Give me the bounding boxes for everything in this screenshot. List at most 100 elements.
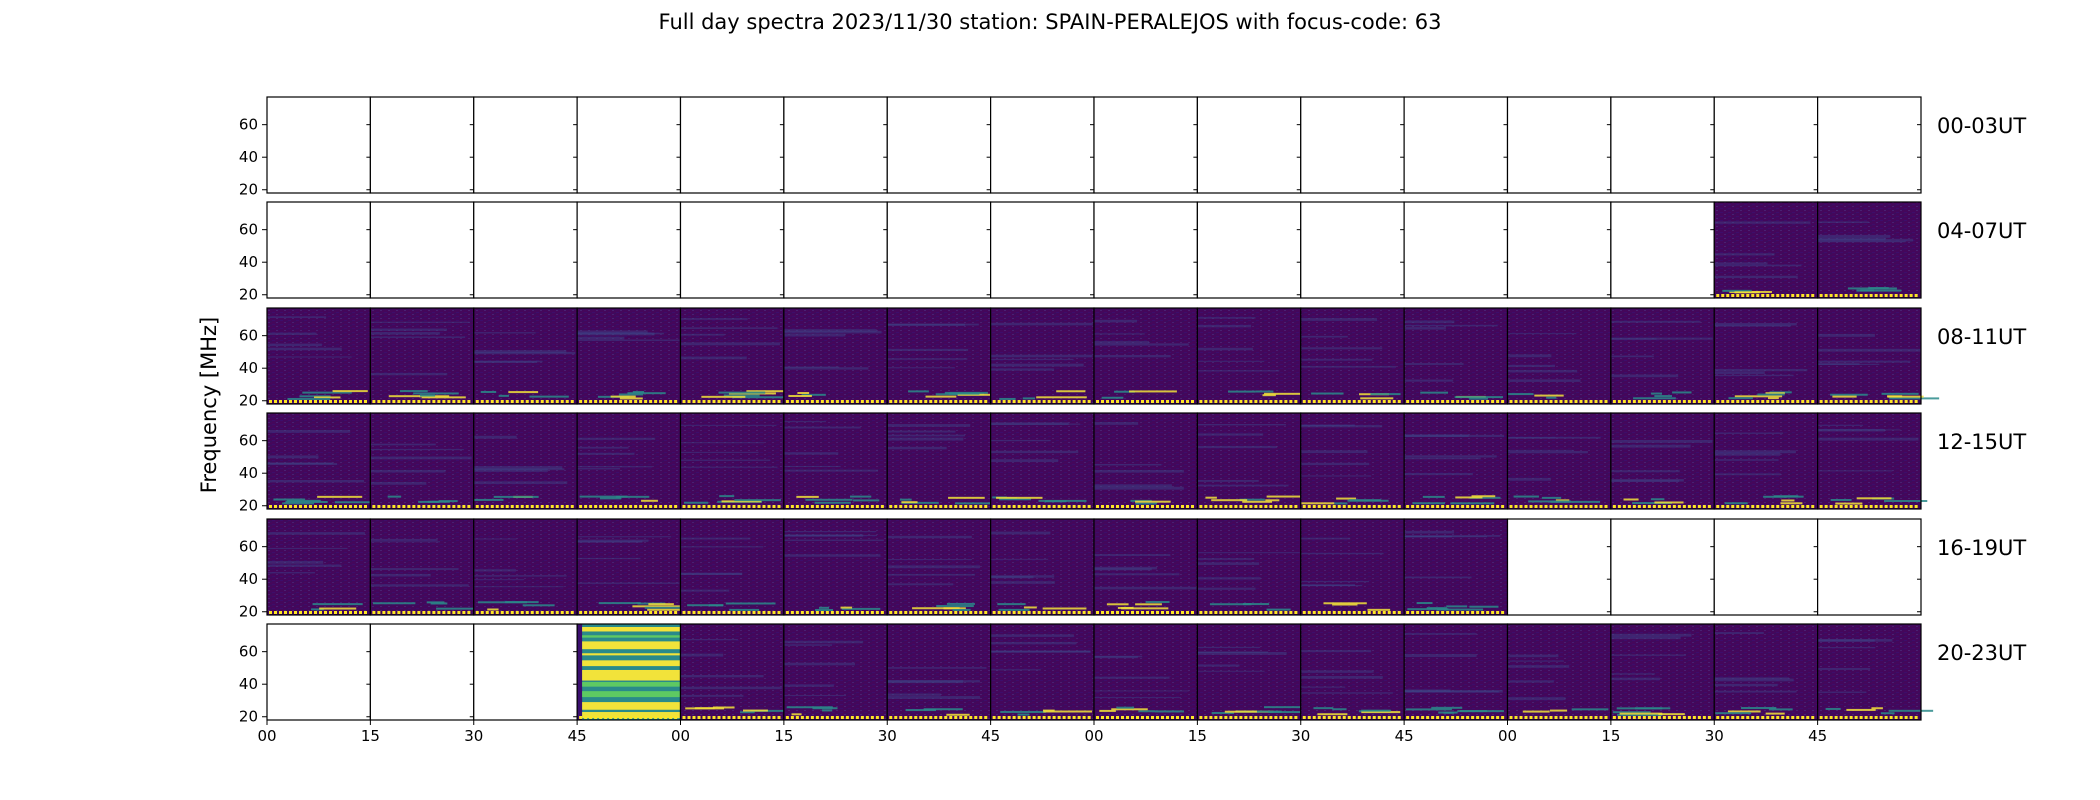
- empty-panel: [680, 202, 784, 298]
- spectrum-panel: [1403, 201, 1509, 299]
- marker-dot: [1824, 400, 1828, 403]
- emission-streak: [1266, 495, 1303, 498]
- marker-dot: [1451, 611, 1455, 614]
- band-streak: [887, 323, 979, 326]
- emission-streak: [1781, 499, 1795, 502]
- marker-dot: [674, 400, 678, 403]
- marker-dot: [1219, 400, 1223, 403]
- marker-dot: [687, 505, 691, 508]
- emission-streak: [1426, 607, 1447, 610]
- emission-streak: [1211, 711, 1235, 714]
- marker-dot: [929, 505, 933, 508]
- marker-dot: [1801, 716, 1805, 719]
- emission-streak: [399, 390, 428, 393]
- marker-dot: [324, 611, 327, 614]
- marker-dot: [795, 505, 799, 508]
- spectrum-panel: [1506, 412, 1612, 510]
- marker-dot: [954, 505, 958, 508]
- marker-dot: [1869, 294, 1873, 297]
- band-streak: [887, 424, 971, 427]
- band-streak: [1817, 428, 1886, 432]
- emission-streak: [841, 607, 881, 610]
- marker-dot: [1481, 505, 1485, 508]
- marker-dot: [649, 611, 653, 614]
- marker-dot: [1161, 716, 1164, 719]
- marker-dot: [1766, 505, 1770, 508]
- marker-dot: [800, 716, 804, 719]
- marker-dot: [1096, 716, 1099, 719]
- emission-streak: [1633, 397, 1676, 400]
- band-streak: [1404, 535, 1452, 538]
- empty-panel: [1817, 97, 1921, 193]
- marker-dot: [1859, 505, 1863, 508]
- marker-dot: [1362, 611, 1366, 614]
- band-streak: [990, 650, 1091, 653]
- spectrum-panel: [990, 96, 1095, 194]
- band-streak: [1714, 677, 1790, 680]
- spectrum-panel: [679, 201, 785, 299]
- marker-dot: [697, 505, 701, 508]
- emission-streak: [1262, 394, 1276, 397]
- marker-dot: [1171, 716, 1174, 719]
- marker-dot: [339, 400, 342, 403]
- marker-dot: [1294, 505, 1298, 508]
- marker-dot: [1466, 611, 1470, 614]
- marker-dot: [467, 505, 471, 508]
- emission-streak: [1332, 708, 1347, 711]
- marker-dot: [1461, 400, 1465, 403]
- marker-dot: [1781, 716, 1785, 719]
- marker-dot: [324, 505, 327, 508]
- marker-dot: [1116, 611, 1119, 614]
- spectrogram: [370, 308, 474, 404]
- marker-dot: [752, 611, 756, 614]
- band-streak: [473, 466, 563, 469]
- marker-dot: [274, 611, 277, 614]
- spectrum-panel: [1610, 623, 1715, 721]
- marker-dot: [1047, 505, 1051, 508]
- band-streak: [1610, 479, 1684, 482]
- emission-streak: [1768, 708, 1793, 711]
- band-streak: [1300, 552, 1384, 555]
- marker-dot: [1806, 716, 1810, 719]
- band-streak: [783, 367, 869, 370]
- band-streak: [267, 561, 324, 564]
- band-streak: [1404, 535, 1501, 537]
- band-streak: [990, 650, 1091, 653]
- marker-dot: [412, 611, 416, 614]
- marker-dot: [1604, 505, 1608, 508]
- marker-dot: [1622, 400, 1626, 403]
- emission-streak: [1871, 707, 1883, 710]
- marker-dot: [717, 400, 721, 403]
- band-streak: [783, 684, 834, 687]
- marker-dot: [1791, 505, 1795, 508]
- marker-dot: [500, 611, 504, 614]
- x-tick-label: 30: [1291, 727, 1310, 745]
- x-tick-label: 15: [1188, 727, 1207, 745]
- marker-dot: [344, 400, 347, 403]
- marker-dot: [1101, 505, 1104, 508]
- band-streak: [267, 564, 342, 567]
- marker-dot: [1441, 505, 1445, 508]
- marker-dot: [865, 611, 869, 614]
- spectrum-panel: [1300, 307, 1405, 405]
- band-streak: [1507, 660, 1564, 662]
- marker-dot: [269, 611, 272, 614]
- marker-dot: [1894, 716, 1898, 719]
- marker-dot: [1682, 716, 1686, 719]
- marker-dot: [1234, 716, 1238, 719]
- emission-streak: [1311, 392, 1344, 395]
- marker-dot: [1914, 400, 1918, 403]
- emission-streak: [313, 396, 341, 399]
- emission-streak: [721, 500, 762, 503]
- emission-streak: [1145, 601, 1170, 604]
- marker-dot: [1199, 505, 1203, 508]
- band-streak: [1404, 324, 1498, 327]
- marker-dot: [289, 505, 292, 508]
- marker-dot: [550, 611, 554, 614]
- band-streak: [1300, 424, 1355, 427]
- spectrum-panel: [783, 412, 888, 510]
- marker-dot: [1697, 716, 1701, 719]
- band-streak: [1714, 275, 1798, 279]
- marker-dot: [289, 400, 292, 403]
- spectrogram: [783, 519, 888, 615]
